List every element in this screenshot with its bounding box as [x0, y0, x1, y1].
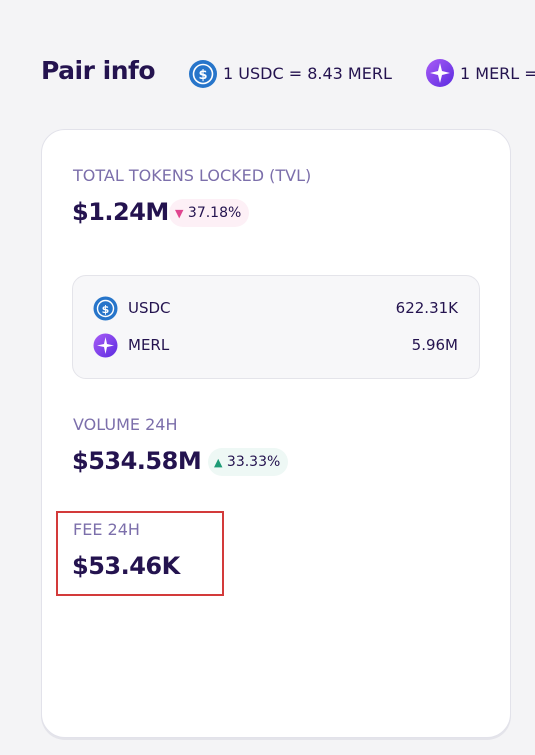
token-symbol: USDC [128, 299, 171, 317]
fee-label: FEE 24H [73, 520, 140, 539]
usdc-icon: $ [189, 60, 217, 88]
token-box [72, 275, 480, 379]
page-title: Pair info [41, 56, 156, 85]
svg-text:$: $ [102, 303, 110, 316]
tvl-change-text: 37.18% [187, 205, 242, 221]
merl-icon [426, 59, 454, 87]
rate: 1 USDC = 8.43 MERL [223, 64, 392, 83]
highlight-box [56, 511, 224, 596]
token-amount: 622.31K [395, 299, 458, 317]
volume-change: ▲ 33.33% [208, 448, 289, 476]
volume-label: VOLUME 24H [73, 415, 178, 434]
usdc-icon: $ [93, 296, 118, 321]
pair-card [41, 129, 511, 738]
tvl-change: ▼ 37.18% [169, 199, 250, 227]
volume-value: $534.58M [72, 447, 202, 475]
svg-text:$: $ [198, 68, 207, 83]
merl-icon [93, 333, 118, 358]
volume-change-text: 33.33% [226, 454, 281, 470]
token-amount: 5.96M [411, 336, 458, 354]
rate: 1 MERL = [460, 64, 535, 83]
tvl-label: TOTAL TOKENS LOCKED (TVL) [73, 166, 312, 185]
token-symbol: MERL [128, 336, 170, 354]
fee-value: $53.46K [72, 552, 180, 580]
tvl-value: $1.24M [72, 198, 169, 226]
